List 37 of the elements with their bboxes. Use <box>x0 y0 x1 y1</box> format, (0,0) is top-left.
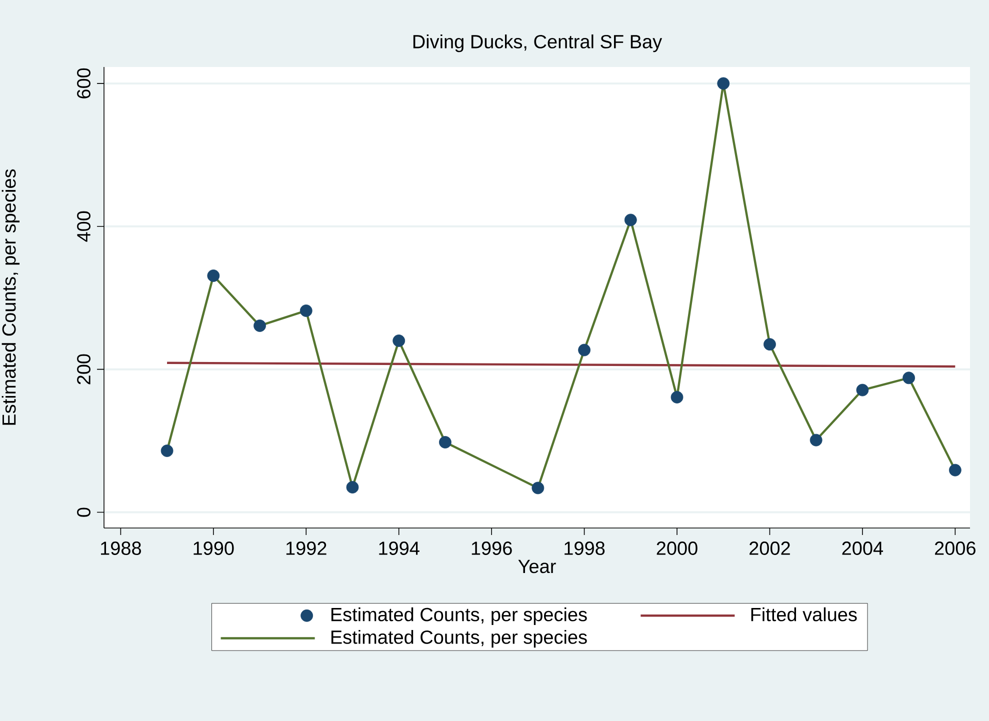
point <box>300 304 312 317</box>
point <box>717 77 730 90</box>
x-tick-label: 1992 <box>286 542 326 555</box>
point <box>764 338 776 351</box>
x-tick-label: 1994 <box>379 542 420 555</box>
point <box>254 320 266 332</box>
point <box>624 214 637 226</box>
y-tick-label: 0 <box>77 508 90 517</box>
point <box>670 391 684 404</box>
point <box>346 481 359 494</box>
x-tick-label: 2004 <box>842 542 884 555</box>
point <box>810 434 822 446</box>
x-tick-label: 2002 <box>750 542 790 555</box>
x-axis-title: Year <box>518 560 556 574</box>
chart-title: Diving Ducks, Central SF Bay <box>413 34 662 52</box>
legend-label: Fitted values <box>751 607 857 622</box>
y-axis-title: Estimated Counts, per species <box>2 169 20 425</box>
point <box>578 344 590 356</box>
x-tick-label: 2006 <box>934 542 976 555</box>
point <box>439 436 452 448</box>
x-tick-label: 1988 <box>100 542 141 555</box>
point <box>948 464 962 476</box>
point <box>207 270 220 282</box>
y-tick-label: 400 <box>77 211 90 242</box>
y-tick-label: 200 <box>77 354 90 384</box>
x-tick-label: 1998 <box>564 542 605 555</box>
x-tick-label: 1990 <box>194 542 234 555</box>
x-tick-label: 1996 <box>472 542 512 555</box>
y-tick-label: 600 <box>77 68 90 98</box>
point <box>856 384 869 396</box>
point <box>902 372 916 384</box>
legend-label: Estimated Counts, per species <box>331 630 587 648</box>
point <box>532 482 544 494</box>
legend-label: Estimated Counts, per species <box>331 607 587 626</box>
x-tick-label: 2000 <box>656 542 698 555</box>
point <box>392 334 406 347</box>
point <box>160 444 174 458</box>
